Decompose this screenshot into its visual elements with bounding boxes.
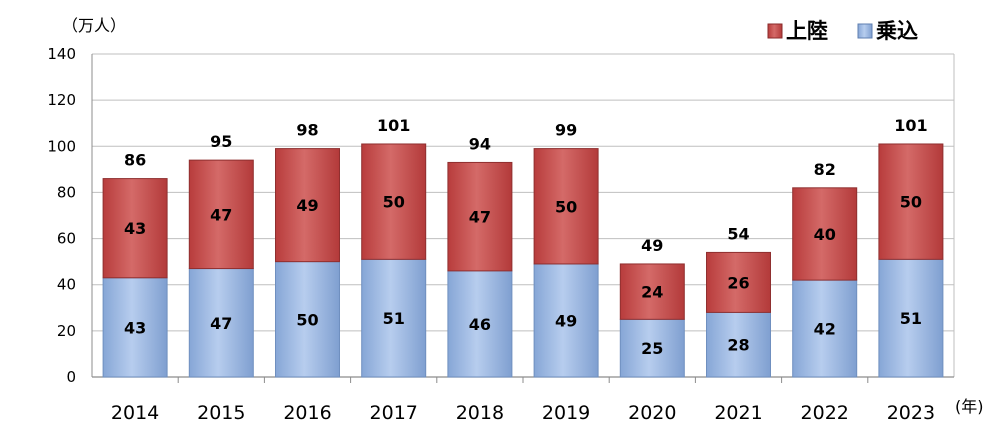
landing-value-label: 40 bbox=[814, 225, 836, 244]
bar-boarding bbox=[275, 261, 340, 378]
boarding-value-label: 28 bbox=[727, 336, 749, 355]
y-tick-label: 20 bbox=[57, 322, 76, 340]
legend-swatch-boarding bbox=[857, 23, 873, 39]
bars bbox=[102, 143, 944, 378]
total-value-label: 98 bbox=[296, 121, 318, 140]
x-tick-label: 2014 bbox=[111, 402, 159, 424]
bar-landing bbox=[188, 159, 254, 270]
boarding-value-label: 42 bbox=[814, 320, 836, 339]
bar-landing bbox=[102, 178, 168, 279]
boarding-value-label: 51 bbox=[383, 309, 405, 328]
y-tick-label: 60 bbox=[57, 230, 76, 248]
bar-landing bbox=[361, 143, 427, 260]
y-tick-label: 80 bbox=[57, 183, 76, 201]
landing-value-label: 24 bbox=[641, 283, 663, 302]
total-value-label: 82 bbox=[814, 160, 836, 179]
x-tick-label: 2019 bbox=[542, 402, 590, 424]
total-value-label: 86 bbox=[124, 151, 146, 170]
bar-boarding bbox=[619, 318, 685, 378]
legend-label-landing: 上陸 bbox=[786, 19, 828, 43]
y-axis-unit: （万人） bbox=[62, 16, 126, 35]
x-tick-label: 2021 bbox=[714, 402, 762, 424]
x-tick-label: 2017 bbox=[370, 402, 418, 424]
total-value-label: 49 bbox=[641, 236, 663, 255]
boarding-value-label: 49 bbox=[555, 311, 577, 330]
y-tick-label: 0 bbox=[66, 368, 76, 386]
bar-landing bbox=[275, 148, 340, 263]
bar-landing bbox=[878, 143, 944, 260]
landing-value-label: 26 bbox=[727, 273, 749, 292]
bar-boarding bbox=[533, 263, 599, 378]
x-tick-label: 2018 bbox=[456, 402, 504, 424]
total-value-label: 99 bbox=[555, 121, 577, 140]
landing-value-label: 50 bbox=[900, 193, 922, 212]
landing-value-label: 43 bbox=[124, 219, 146, 238]
bar-boarding bbox=[878, 258, 944, 378]
y-tick-label: 40 bbox=[57, 276, 76, 294]
boarding-value-label: 46 bbox=[469, 315, 491, 334]
x-tick-label: 2022 bbox=[801, 402, 849, 424]
landing-value-label: 47 bbox=[469, 208, 491, 227]
boarding-value-label: 43 bbox=[124, 318, 146, 337]
legend-label-boarding: 乗込 bbox=[876, 19, 918, 43]
x-axis-unit: (年) bbox=[955, 397, 984, 416]
bar-landing bbox=[619, 263, 685, 320]
bar-boarding bbox=[706, 311, 771, 378]
boarding-value-label: 51 bbox=[900, 309, 922, 328]
landing-value-label: 49 bbox=[296, 196, 318, 215]
landing-value-label: 50 bbox=[383, 193, 405, 212]
y-tick-label: 120 bbox=[47, 91, 76, 109]
x-axis-ticks: 2014 2015 2016 2017 2018 2019 2020 2021 2022 2023 bbox=[111, 377, 935, 424]
legend: 上陸 乗込 bbox=[767, 19, 918, 43]
y-tick-label: 140 bbox=[47, 45, 76, 63]
x-tick-label: 2020 bbox=[628, 402, 676, 424]
y-axis-ticks: 0 20 40 60 80 100 120 140 bbox=[47, 45, 76, 386]
bar-boarding bbox=[188, 268, 254, 378]
boarding-value-label: 25 bbox=[641, 339, 663, 358]
y-tick-label: 100 bbox=[47, 137, 76, 155]
x-tick-label: 2023 bbox=[887, 402, 935, 424]
total-value-label: 101 bbox=[377, 116, 410, 135]
x-tick-label: 2016 bbox=[283, 402, 331, 424]
bar-boarding bbox=[102, 277, 168, 378]
boarding-value-label: 50 bbox=[296, 310, 318, 329]
bar-landing bbox=[447, 161, 513, 272]
total-value-label: 101 bbox=[894, 116, 927, 135]
boarding-value-label: 47 bbox=[210, 314, 232, 333]
legend-swatch-landing bbox=[767, 23, 783, 39]
total-value-label: 94 bbox=[469, 134, 491, 153]
bar-landing bbox=[533, 148, 599, 265]
bar-landing bbox=[792, 187, 858, 281]
bar-boarding bbox=[447, 270, 513, 378]
total-value-label: 54 bbox=[727, 224, 749, 243]
data-labels: 43 43 86 47 47 95 50 49 98 51 50 101 46 47 94 49 50 99 25 2… bbox=[124, 116, 928, 358]
landing-value-label: 47 bbox=[210, 205, 232, 224]
total-value-label: 95 bbox=[210, 132, 232, 151]
bar-landing bbox=[706, 251, 771, 313]
landing-value-label: 50 bbox=[555, 197, 577, 216]
x-tick-label: 2015 bbox=[197, 402, 245, 424]
